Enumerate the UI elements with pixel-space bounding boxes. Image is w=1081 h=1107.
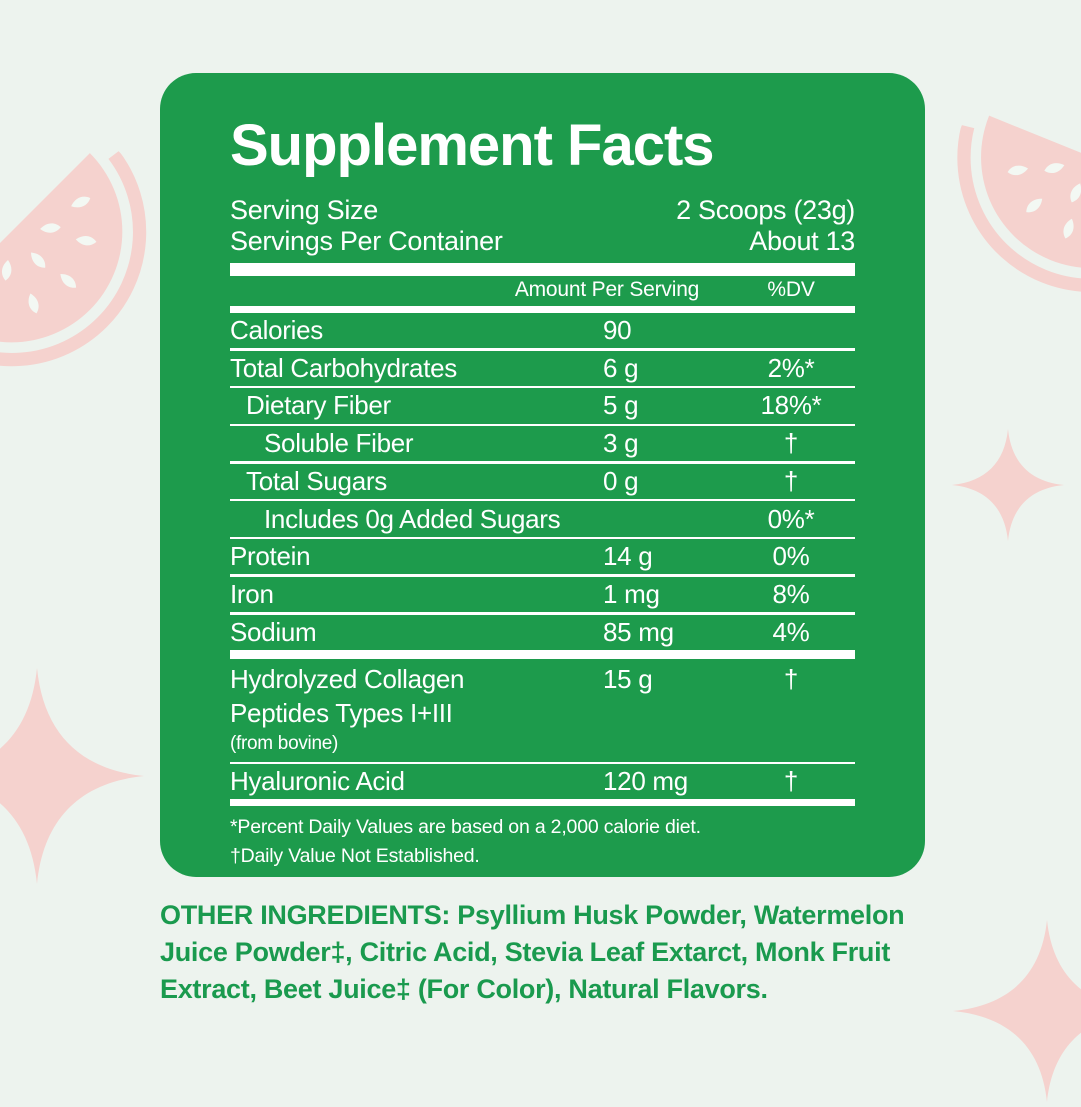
row-separator [230,536,855,540]
row-amount: 120 mg [603,766,688,797]
row-amount: 85 mg [603,616,674,647]
watermelon-slice-icon [917,101,1081,335]
row-label: Total Carbohydrates [230,352,457,383]
row-separator [230,574,855,577]
divider [230,306,855,313]
supplement-facts-panel: Supplement Facts Serving Size 2 Scoops (… [160,73,925,877]
row-label: Iron [230,578,274,609]
sparkle-icon [952,428,1064,542]
row-amount: 0 g [603,465,639,496]
facts-row: Sodium 85 mg 4% [230,615,855,650]
row-dv: † [783,663,799,694]
nutrient-rows: Calories 90 Total Carbohydrates 6 g 2%* Dieta… [230,313,855,807]
row-label: Includes 0g Added Sugars [264,503,561,534]
facts-row: Protein 14 g 0% [230,539,855,574]
row-separator [230,385,855,389]
row-dv: † [783,465,799,496]
row-amount: 3 g [603,428,639,459]
facts-row: Dietary Fiber 5 g 18%* [230,388,855,423]
row-separator [230,461,855,464]
footnote-dv-not-established: †Daily Value Not Established. [230,845,480,868]
other-ingredients-text: OTHER INGREDIENTS: Psyllium Husk Powder,… [160,897,960,1008]
row-label: Dietary Fiber [246,390,391,421]
row-separator [230,761,855,765]
row-dv: † [783,766,799,797]
facts-row: Calories 90 [230,313,855,348]
row-dv: 2%* [767,352,815,383]
percent-dv-header: %DV [767,278,815,301]
row-separator [230,799,855,807]
amount-per-serving-header: Amount Per Serving [514,278,700,301]
row-label: Sodium [230,616,317,647]
row-dv: 0% [772,541,810,572]
servings-per-container-label: Servings Per Container [230,226,503,256]
facts-row: Soluble Fiber 3 g † [230,426,855,461]
row-separator [230,348,855,351]
servings-per-container-value: About 13 [749,226,855,256]
facts-row: Total Carbohydrates 6 g 2%* [230,351,855,386]
row-label-note: (from bovine) [230,732,339,754]
row-dv: 8% [772,578,810,609]
facts-row: Total Sugars 0 g † [230,464,855,499]
product-label-image: { "label": { "title": "Supplement Facts"… [0,73,1081,1102]
facts-row: Hydrolyzed Collagen Peptides Types I+III (… [230,659,855,762]
divider [230,263,855,276]
serving-info: Serving Size 2 Scoops (23g) Servings Per… [230,195,855,257]
row-dv: † [783,428,799,459]
sparkle-icon [953,920,1081,1102]
row-amount: 90 [603,315,632,346]
row-dv: 0%* [767,503,815,534]
row-separator [230,612,855,615]
row-label: Protein [230,541,311,572]
other-ingredients-line: Extract, Beet Juice‡ (For Color), Natura… [160,974,768,1004]
row-label: Total Sugars [246,465,387,496]
row-amount: 14 g [603,541,653,572]
row-label: Hydrolyzed Collagen Peptides Types I+III (… [230,662,603,756]
row-separator [230,649,855,659]
row-dv: 4% [772,616,810,647]
facts-row: Includes 0g Added Sugars 0%* [230,501,855,536]
columns-header: Amount Per Serving %DV [230,276,855,306]
row-label: Calories [230,315,323,346]
row-amount: 5 g [603,390,639,421]
row-label: Soluble Fiber [264,428,414,459]
supplement-facts-title: Supplement Facts [230,113,715,178]
footnote-daily-values: *Percent Daily Values are based on a 2,0… [230,816,701,839]
facts-row: Hyaluronic Acid 120 mg † [230,764,855,799]
row-label: Hyaluronic Acid [230,766,405,797]
other-ingredients-line: OTHER INGREDIENTS: Psyllium Husk Powder,… [160,900,905,930]
row-amount: 15 g [603,663,653,694]
row-separator [230,498,855,502]
facts-row: Iron 1 mg 8% [230,577,855,612]
row-label-line: Hydrolyzed Collagen [230,663,465,694]
other-ingredients-line: Juice Powder‡, Citric Acid, Stevia Leaf … [160,937,891,967]
footnotes: *Percent Daily Values are based on a 2,0… [230,813,855,871]
row-amount: 1 mg [603,578,660,609]
serving-size-value: 2 Scoops (23g) [676,195,855,225]
row-label-line: Peptides Types I+III [230,697,453,728]
row-amount: 6 g [603,352,639,383]
row-separator [230,423,855,427]
sparkle-icon [0,668,144,884]
row-dv: 18%* [760,390,822,421]
serving-size-label: Serving Size [230,195,378,225]
